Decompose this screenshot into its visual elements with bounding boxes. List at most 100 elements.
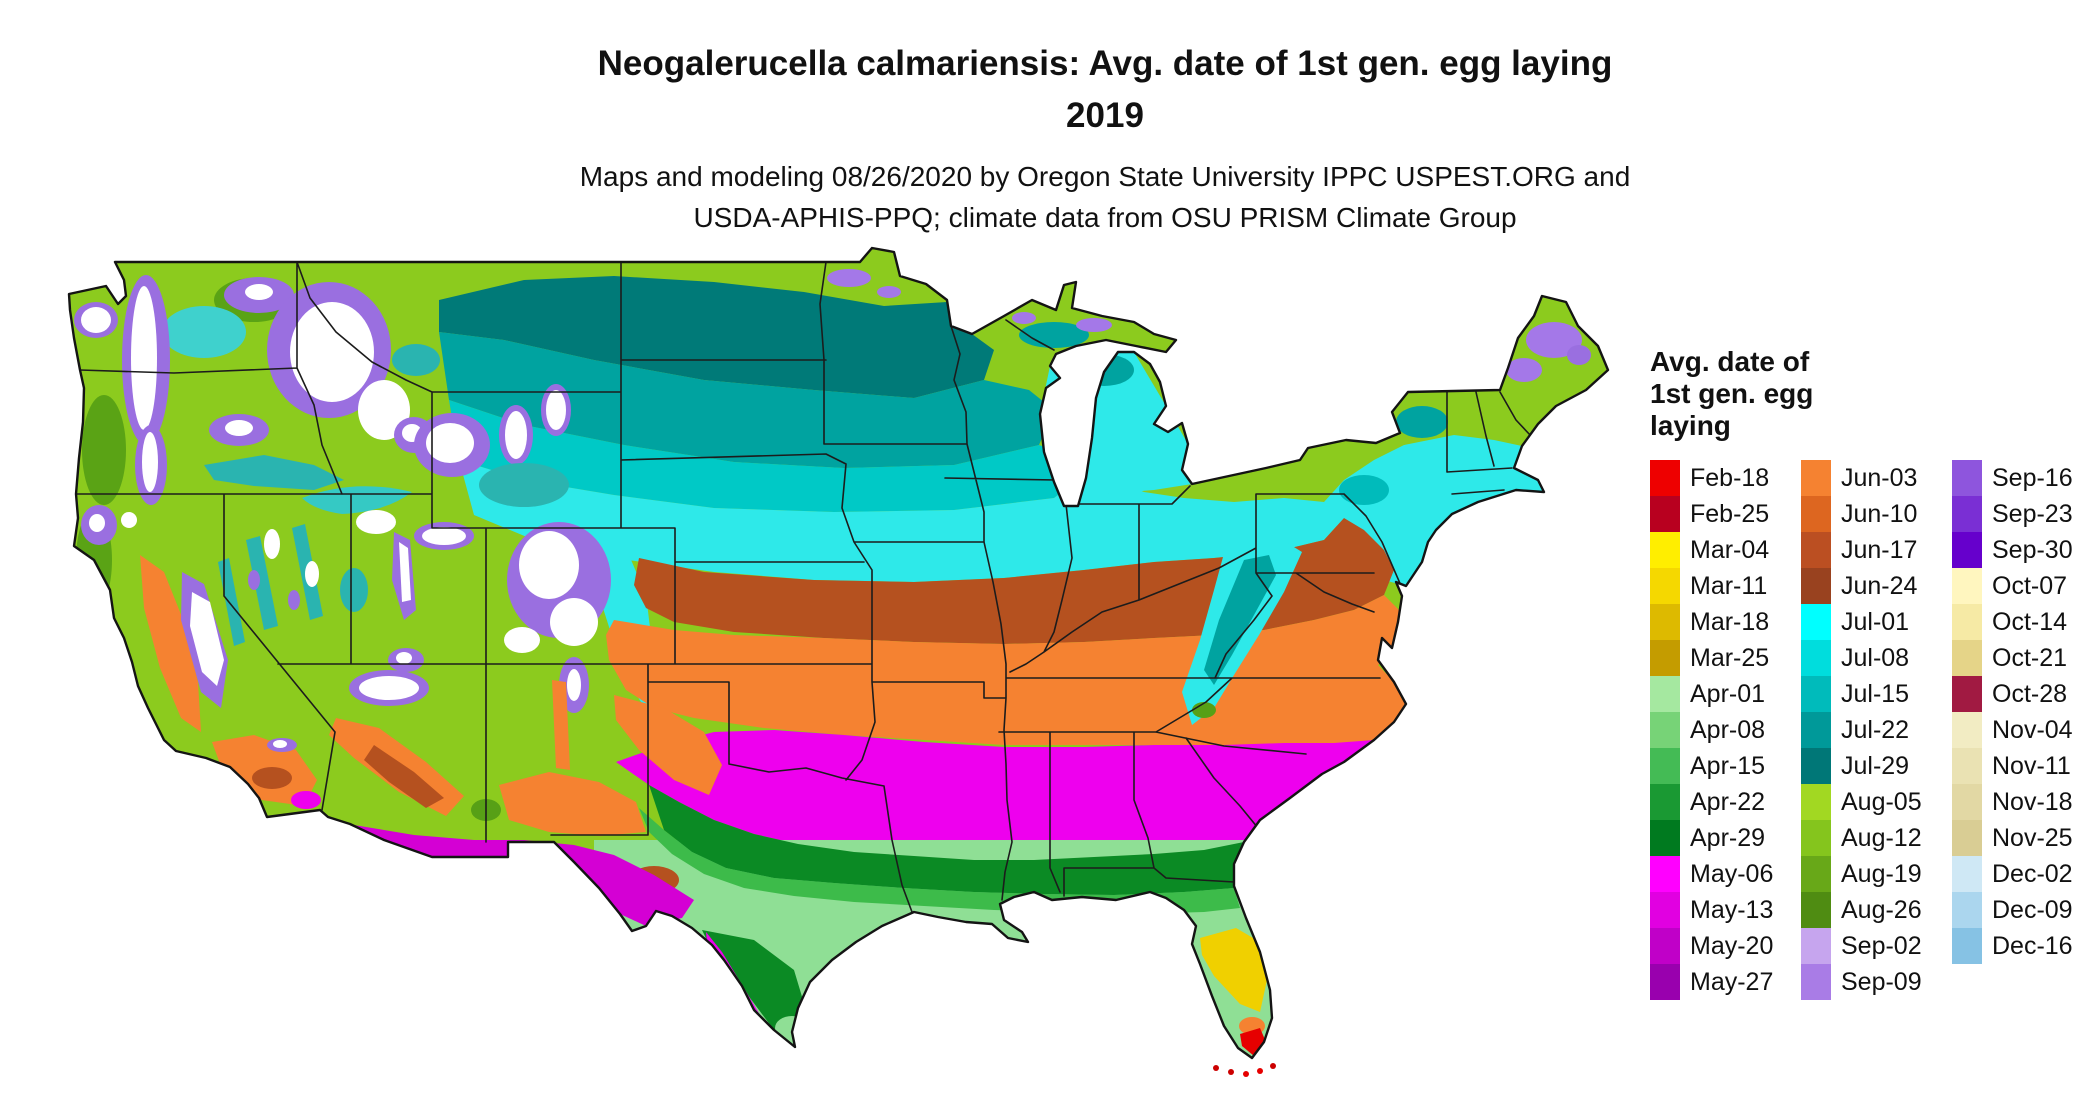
legend-entry: Mar-11	[1650, 568, 1801, 604]
legend-swatch	[1650, 640, 1680, 676]
legend-label: Mar-11	[1690, 571, 1768, 600]
legend-label: Aug-12	[1841, 823, 1922, 852]
legend-entry: May-13	[1650, 892, 1801, 928]
legend-entry: Dec-02	[1952, 856, 2100, 892]
legend-label: Oct-07	[1992, 571, 2068, 600]
legend-swatch	[1650, 784, 1680, 820]
legend-swatch	[1650, 604, 1680, 640]
legend-swatch	[1801, 820, 1831, 856]
legend-swatch	[1650, 712, 1680, 748]
legend-label: Jul-22	[1841, 715, 1910, 744]
legend-column: Jun-03 Jun-10 Jun-17 Jun-24 Jul-01 Jul-08 Jul-…	[1801, 460, 1952, 1000]
legend-entry: Aug-26	[1801, 892, 1952, 928]
legend-label: Jun-03	[1841, 463, 1918, 492]
legend-entry: Jun-10	[1801, 496, 1952, 532]
legend-swatch	[1952, 532, 1982, 568]
legend-swatch	[1801, 568, 1831, 604]
legend-entry: Aug-05	[1801, 784, 1952, 820]
legend-swatch	[1801, 784, 1831, 820]
legend-entry: Feb-18	[1650, 460, 1801, 496]
legend-label: Feb-18	[1690, 463, 1770, 492]
legend-label: Jun-17	[1841, 535, 1918, 564]
legend-swatch	[1650, 496, 1680, 532]
legend-label: Jul-29	[1841, 751, 1910, 780]
legend-swatch	[1801, 748, 1831, 784]
legend-swatch	[1952, 712, 1982, 748]
legend-entry: Aug-19	[1801, 856, 1952, 892]
legend-entry: Apr-29	[1650, 820, 1801, 856]
legend-entry: Sep-23	[1952, 496, 2100, 532]
legend-column: Feb-18 Feb-25 Mar-04 Mar-11 Mar-18 Mar-25 Apr-…	[1650, 460, 1801, 1000]
legend-entry: Sep-02	[1801, 928, 1952, 964]
legend-swatch	[1801, 856, 1831, 892]
us-map-svg	[67, 246, 1610, 1077]
legend-swatch	[1952, 748, 1982, 784]
legend-entry: Sep-09	[1801, 964, 1952, 1000]
legend-swatch	[1650, 820, 1680, 856]
legend-swatch	[1650, 964, 1680, 1000]
legend-entry: Apr-01	[1650, 676, 1801, 712]
legend-swatch	[1952, 892, 1982, 928]
legend-swatch	[1952, 496, 1982, 532]
legend-swatch	[1952, 640, 1982, 676]
legend-label: Jun-24	[1841, 571, 1918, 600]
legend-entry: Aug-12	[1801, 820, 1952, 856]
legend-swatch	[1952, 604, 1982, 640]
legend-label: Apr-29	[1690, 823, 1766, 852]
legend-entry: Jun-03	[1801, 460, 1952, 496]
legend-entry: Oct-07	[1952, 568, 2100, 604]
legend-label: Aug-19	[1841, 859, 1922, 888]
legend-label: Oct-14	[1992, 607, 2068, 636]
map-fill-layers	[69, 248, 1608, 1058]
legend-label: May-27	[1690, 967, 1774, 996]
legend-label: May-20	[1690, 931, 1774, 960]
legend-swatch	[1801, 496, 1831, 532]
legend-swatch	[1650, 460, 1680, 496]
legend-entry: Jun-24	[1801, 568, 1952, 604]
legend-entry: Mar-25	[1650, 640, 1801, 676]
coastline	[67, 246, 1610, 1060]
legend-label: Jul-15	[1841, 679, 1910, 708]
legend-label: Dec-02	[1992, 859, 2073, 888]
legend-label: Apr-08	[1690, 715, 1766, 744]
legend-swatch	[1650, 748, 1680, 784]
legend-label: Dec-09	[1992, 895, 2073, 924]
legend-swatch	[1650, 676, 1680, 712]
legend-label: May-13	[1690, 895, 1774, 924]
legend-swatch	[1650, 928, 1680, 964]
legend-label: Jun-10	[1841, 499, 1918, 528]
legend-entry: Feb-25	[1650, 496, 1801, 532]
legend-label: Aug-05	[1841, 787, 1922, 816]
legend-swatch	[1801, 640, 1831, 676]
legend-entry: Apr-15	[1650, 748, 1801, 784]
legend-swatch	[1801, 676, 1831, 712]
legend-label: Sep-30	[1992, 535, 2073, 564]
legend-label: Dec-16	[1992, 931, 2073, 960]
header: Neogalerucella calmariensis: Avg. date o…	[580, 38, 1631, 238]
legend-label: Mar-18	[1690, 607, 1770, 636]
legend-entry: Nov-11	[1952, 748, 2100, 784]
state-borders	[75, 261, 1532, 913]
legend-entry: Oct-28	[1952, 676, 2100, 712]
legend-label: Nov-18	[1992, 787, 2073, 816]
legend-entry: Jul-08	[1801, 640, 1952, 676]
legend-entry: Oct-14	[1952, 604, 2100, 640]
legend-swatch	[1650, 892, 1680, 928]
legend-label: May-06	[1690, 859, 1774, 888]
legend-label: Oct-21	[1992, 643, 2068, 672]
map-subtitle-line1: Maps and modeling 08/26/2020 by Oregon S…	[579, 161, 1631, 192]
legend-swatch	[1801, 460, 1831, 496]
legend-entry: Jun-17	[1801, 532, 1952, 568]
legend-swatch	[1952, 856, 1982, 892]
legend-entry: Mar-18	[1650, 604, 1801, 640]
legend-entry: May-20	[1650, 928, 1801, 964]
legend-entry: Sep-30	[1952, 532, 2100, 568]
legend-swatch	[1650, 856, 1680, 892]
legend-entry: Apr-22	[1650, 784, 1801, 820]
legend-entry: Jul-22	[1801, 712, 1952, 748]
legend-entry: Dec-09	[1952, 892, 2100, 928]
legend-swatch	[1952, 820, 1982, 856]
legend-label: Apr-01	[1690, 679, 1766, 708]
legend-label: Jul-08	[1841, 643, 1910, 672]
florida-keys	[1213, 1063, 1276, 1077]
